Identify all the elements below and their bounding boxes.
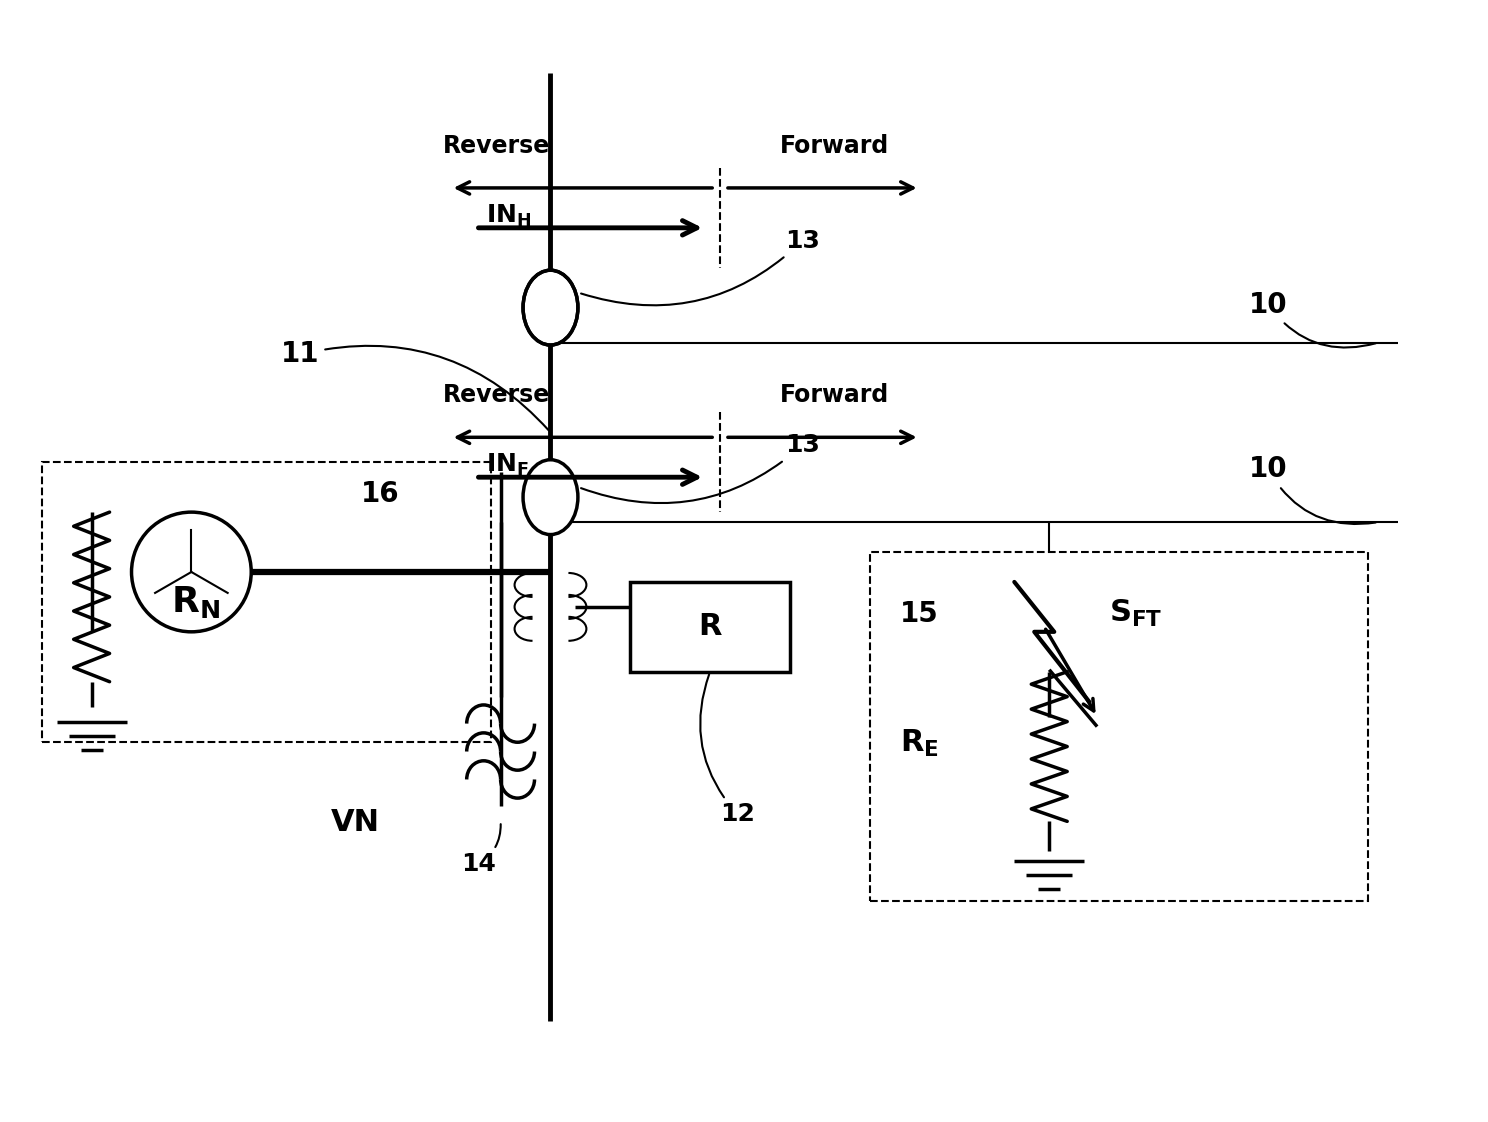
Text: Forward: Forward (780, 384, 890, 407)
Text: 10: 10 (1248, 291, 1376, 348)
Text: $\mathbf{R_E}$: $\mathbf{R_E}$ (900, 727, 939, 758)
Ellipse shape (524, 460, 577, 534)
Text: 13: 13 (580, 229, 820, 305)
Text: R: R (698, 613, 722, 642)
Text: Reverse: Reverse (443, 384, 551, 407)
Text: $\mathbf{R_N}$: $\mathbf{R_N}$ (171, 583, 220, 619)
Text: 13: 13 (580, 433, 820, 503)
Text: $\mathbf{S_{FT}}$: $\mathbf{S_{FT}}$ (1109, 598, 1162, 629)
Text: 14: 14 (461, 825, 500, 876)
Text: 10: 10 (1248, 456, 1376, 524)
Bar (869, 552, 1369, 901)
Text: VN: VN (330, 808, 379, 837)
Text: 16: 16 (362, 480, 400, 508)
Text: Reverse: Reverse (443, 134, 551, 158)
Text: 11: 11 (281, 340, 549, 430)
Ellipse shape (524, 270, 577, 346)
Text: Forward: Forward (780, 134, 890, 158)
Circle shape (131, 512, 251, 632)
Text: $\mathbf{IN_H}$: $\mathbf{IN_H}$ (485, 203, 531, 229)
Text: $\mathbf{IN_F}$: $\mathbf{IN_F}$ (485, 452, 528, 478)
Bar (42, 462, 491, 742)
Bar (631, 582, 790, 672)
Text: 12: 12 (701, 674, 754, 827)
Text: 15: 15 (900, 600, 939, 628)
